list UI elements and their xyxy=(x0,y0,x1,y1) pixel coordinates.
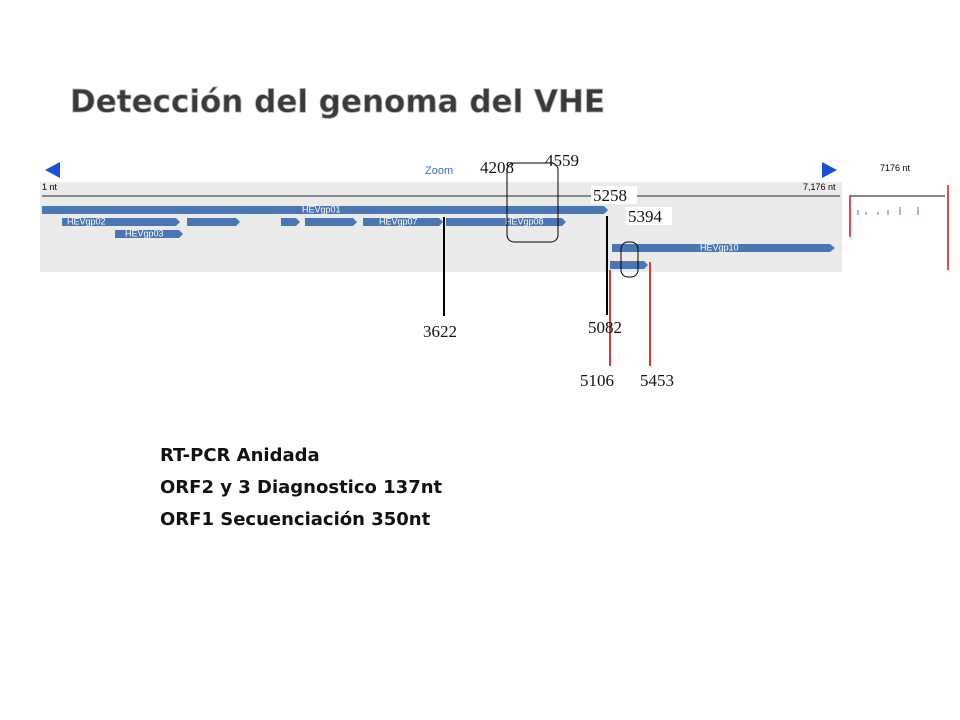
gene xyxy=(115,230,183,238)
position: 3622 xyxy=(423,322,457,341)
note: ORF1 Secuenciación 350nt xyxy=(160,509,431,530)
title: Detección del genoma del VHE xyxy=(70,84,605,120)
position: 4208 xyxy=(480,158,514,177)
position: 5394 xyxy=(628,207,663,226)
position: 4559 xyxy=(545,151,579,170)
note: ORF2 y 3 Diagnostico 137nt xyxy=(160,477,443,498)
overview-ticks xyxy=(857,207,919,215)
end-label: 7,176 nt xyxy=(803,182,836,192)
region-box xyxy=(506,162,559,243)
gene xyxy=(305,218,357,226)
gene-label: HEVgp02 xyxy=(67,216,106,226)
gene xyxy=(363,218,443,226)
label-bg xyxy=(591,186,637,204)
gene xyxy=(281,218,300,226)
position: 5453 xyxy=(640,371,674,390)
overview-label: 7176 nt xyxy=(880,163,911,173)
gene xyxy=(187,218,240,226)
gene-arrows xyxy=(42,206,835,269)
position: 5106 xyxy=(580,371,614,390)
gene xyxy=(446,218,566,226)
gene-label: HEVgp08 xyxy=(505,216,544,226)
nav-left[interactable] xyxy=(45,162,60,178)
gene xyxy=(42,206,608,214)
position: 5258 xyxy=(593,186,627,205)
label-bg xyxy=(626,207,672,225)
gene xyxy=(612,244,835,252)
gene-label: HEVgp01 xyxy=(302,204,341,214)
gene xyxy=(610,261,648,269)
start-label: 1 nt xyxy=(42,182,58,192)
position: 5082 xyxy=(588,318,622,337)
gene xyxy=(62,218,180,226)
region-box xyxy=(620,241,639,278)
gene-label: HEVgp10 xyxy=(700,242,739,252)
zoom[interactable]: Zoom xyxy=(425,165,453,177)
gene-label: HEVgp07 xyxy=(379,216,418,226)
nav-right[interactable] xyxy=(822,162,837,178)
gene-label: HEVgp03 xyxy=(125,228,164,238)
note: RT-PCR Anidada xyxy=(160,445,320,466)
